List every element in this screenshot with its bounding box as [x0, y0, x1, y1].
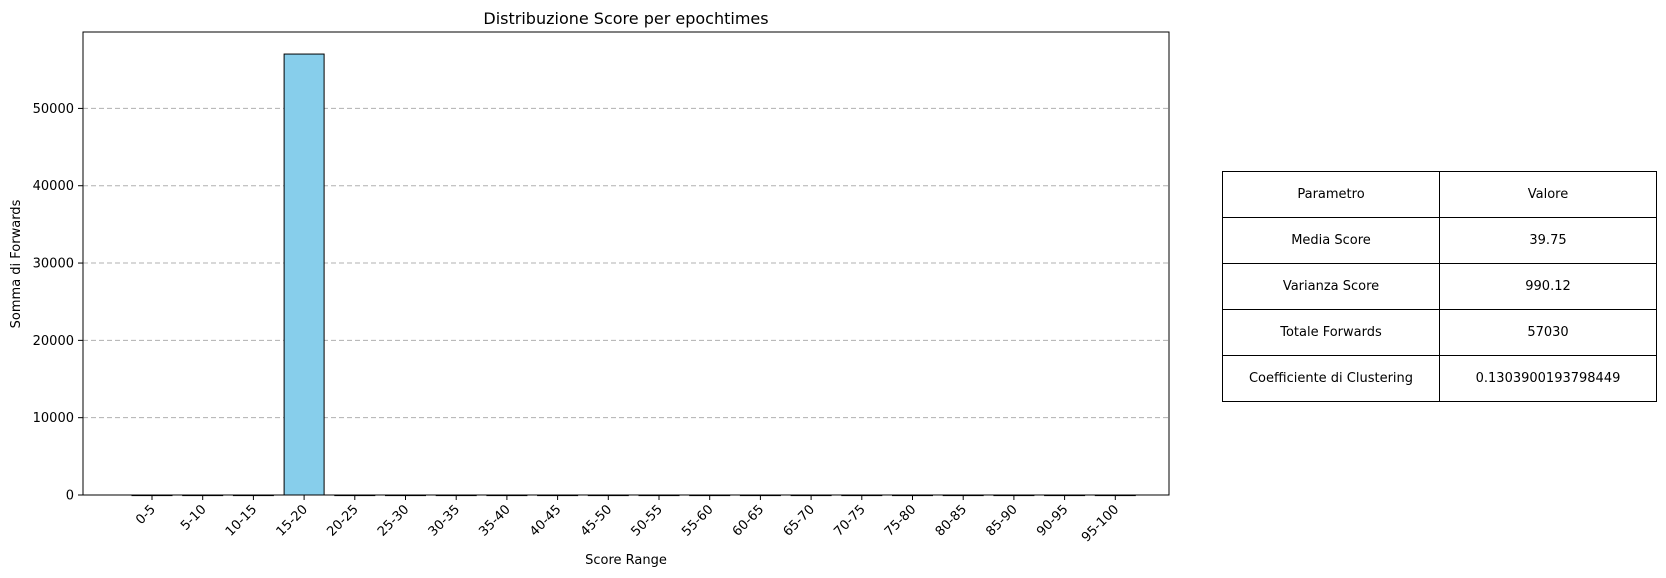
x-tick-label: 15-20 — [274, 502, 311, 539]
x-axis-label: Score Range — [585, 553, 667, 568]
y-tick-label: 30000 — [33, 257, 74, 272]
stats-table: Parametro Valore Media Score 39.75 Varia… — [1222, 171, 1657, 402]
y-tick-label: 10000 — [33, 411, 74, 426]
table-cell: Totale Forwards — [1222, 309, 1440, 356]
y-axis-label: Somma di Forwards — [9, 199, 24, 328]
y-tick-label: 20000 — [33, 334, 74, 349]
table-cell: Media Score — [1222, 217, 1440, 264]
bars — [131, 53, 1136, 497]
grid-lines — [83, 107, 1169, 419]
y-tick-label: 50000 — [33, 102, 74, 117]
x-tick-label: 50-55 — [629, 502, 666, 539]
y-tick-label: 0 — [66, 489, 74, 504]
x-tick-label: 85-90 — [983, 502, 1020, 539]
bar — [283, 53, 325, 496]
x-tick-label: 70-75 — [831, 502, 868, 539]
table-cell: Varianza Score — [1222, 263, 1440, 310]
x-tick-label: 75-80 — [882, 502, 919, 539]
x-axis: 0-5 5-10 10-15 15-20 20-25 25-30 30-35 35-40 40-… — [133, 495, 1122, 545]
x-tick-label: 55-60 — [679, 502, 716, 539]
x-tick-label: 80-85 — [933, 502, 970, 539]
bar-chart: Distribuzione Score per epochtimes 0 1000… — [9, 9, 1170, 568]
table-header-row: Parametro Valore — [1222, 171, 1657, 218]
x-tick-label: 0-5 — [133, 502, 159, 528]
table-header-cell: Parametro — [1222, 171, 1440, 218]
table-cell: Coefficiente di Clustering — [1222, 355, 1440, 402]
x-tick-label: 20-25 — [324, 502, 361, 539]
x-tick-label: 90-95 — [1034, 502, 1071, 539]
x-tick-label: 5-10 — [178, 502, 209, 533]
x-tick-label: 10-15 — [223, 502, 260, 539]
table-cell: 57030 — [1439, 309, 1657, 356]
x-tick-label: 65-70 — [781, 502, 818, 539]
table-row: Coefficiente di Clustering 0.13039001937… — [1222, 355, 1657, 402]
x-tick-label: 60-65 — [730, 502, 767, 539]
table-cell: 990.12 — [1439, 263, 1657, 310]
x-tick-label: 95-100 — [1079, 502, 1122, 545]
table-cell: 39.75 — [1439, 217, 1657, 264]
table-cell: 0.1303900193798449 — [1439, 355, 1657, 402]
x-tick-label: 40-45 — [527, 502, 564, 539]
y-tick-label: 40000 — [33, 179, 74, 194]
x-tick-label: 45-50 — [578, 502, 615, 539]
x-tick-label: 35-40 — [476, 502, 513, 539]
table-header-cell: Valore — [1439, 171, 1657, 218]
x-tick-label: 25-30 — [375, 502, 412, 539]
y-axis: 0 10000 20000 30000 40000 50000 — [33, 102, 83, 504]
table-row: Media Score 39.75 — [1222, 217, 1657, 264]
table-row: Varianza Score 990.12 — [1222, 263, 1657, 310]
x-tick-label: 30-35 — [426, 502, 463, 539]
table-row: Totale Forwards 57030 — [1222, 309, 1657, 356]
chart-title: Distribuzione Score per epochtimes — [483, 9, 768, 28]
